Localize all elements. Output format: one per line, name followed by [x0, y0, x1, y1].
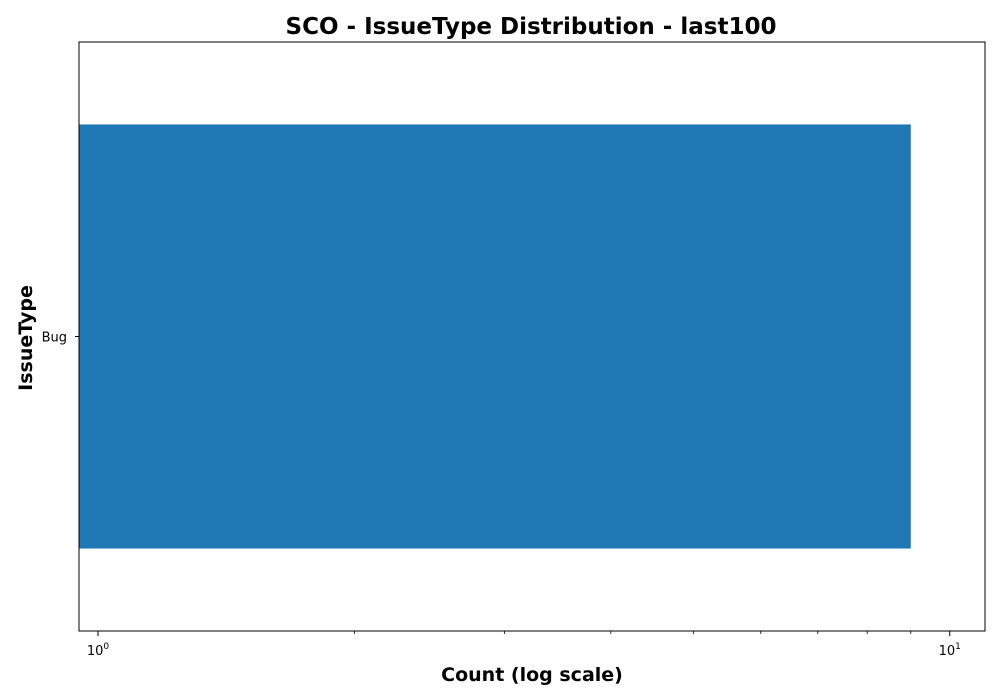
bar-bug [79, 124, 911, 549]
axis-ticks: Bug 100 101 [42, 331, 961, 660]
plot-area [79, 124, 911, 549]
y-tick-label: Bug [42, 331, 67, 346]
x-tick-label: 101 [939, 642, 961, 659]
chart-title: SCO - IssueType Distribution - last100 [286, 14, 777, 40]
x-axis-label: Count (log scale) [441, 664, 623, 686]
x-tick-label: 100 [87, 642, 110, 659]
y-axis-label: IssueType [15, 285, 37, 391]
